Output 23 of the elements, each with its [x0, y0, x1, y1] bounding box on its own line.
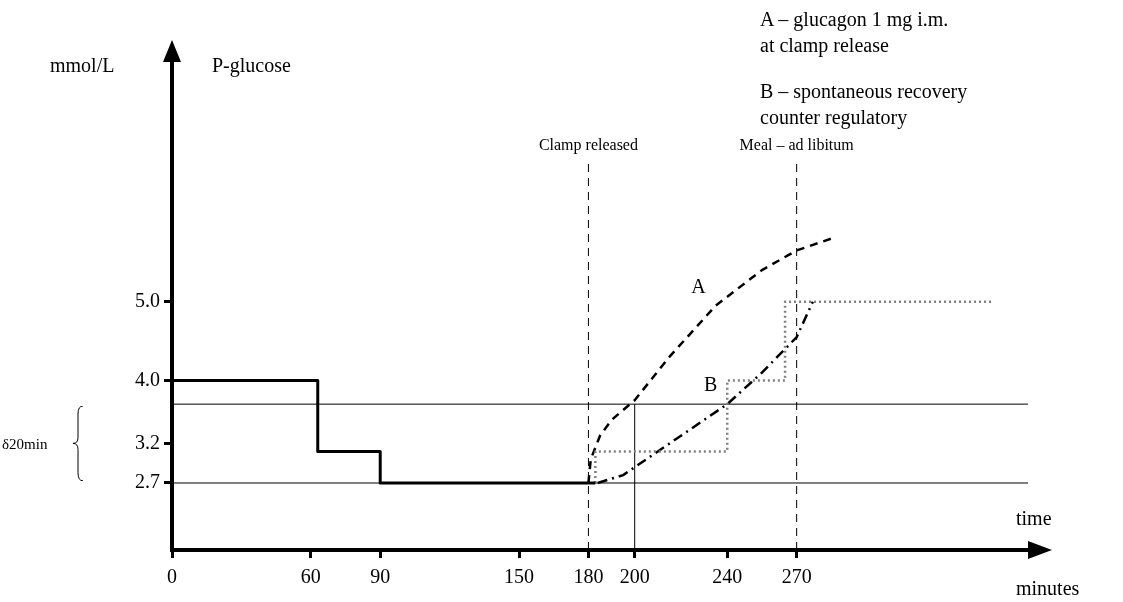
text: A – glucagon 1 mg i.m. at clamp release — [760, 7, 949, 58]
y-tick-label: 2.7 — [135, 470, 160, 493]
annotation: B – spontaneous recovery counter regulatory — [760, 79, 968, 130]
text: δ20min — [2, 434, 48, 454]
x-tick-label: 270 — [781, 565, 812, 588]
x-tick-label: 200 — [619, 565, 650, 588]
y-tick-label: 4.0 — [135, 367, 160, 390]
ref-line-label: Meal – ad libitum — [739, 135, 855, 153]
x-tick-label: 240 — [712, 565, 743, 588]
x-tick-label: 60 — [300, 565, 321, 588]
x-axis-title: minutes — [1016, 577, 1080, 599]
series-label: B — [703, 373, 718, 396]
y-tick-label: 5.0 — [135, 288, 160, 311]
x-tick-label: 150 — [504, 565, 535, 588]
chart-title: P-glucose — [212, 53, 291, 78]
y-axis-title: mmol/L — [50, 53, 115, 78]
x-tick-label: 0 — [167, 565, 177, 588]
series-label: A — [691, 274, 707, 297]
x-tick-label: 90 — [370, 565, 391, 588]
ref-line-label: Clamp released — [538, 135, 638, 154]
x-tick-label: 180 — [573, 565, 604, 588]
annotation: time — [1016, 506, 1052, 531]
y-tick-label: 3.2 — [135, 430, 160, 453]
